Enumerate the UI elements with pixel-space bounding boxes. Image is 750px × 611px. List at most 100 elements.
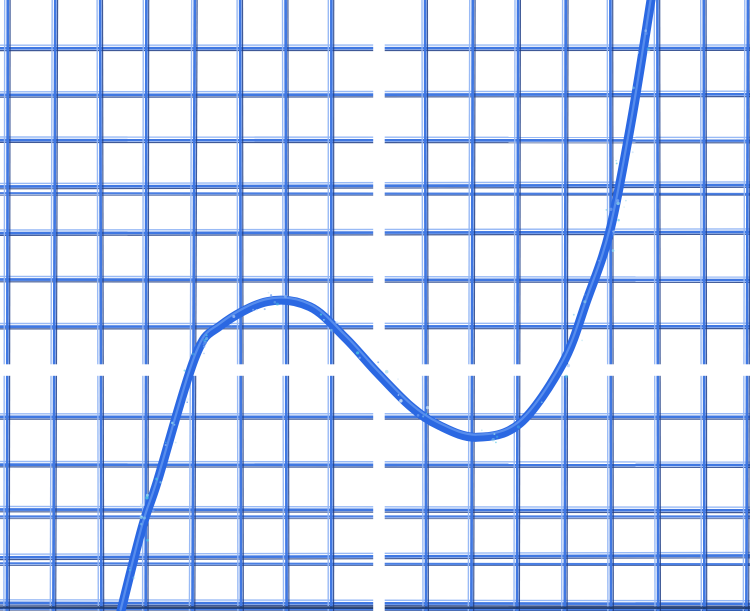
- speckle-dot: [616, 199, 620, 203]
- speckle-dot: [205, 336, 209, 341]
- grid-line-v: [238, 0, 243, 611]
- grid-line-v: [563, 0, 568, 611]
- speckle-dot: [159, 481, 162, 484]
- speckle-dot: [384, 369, 389, 374]
- grid-line-v: [5, 0, 10, 611]
- speckle-dot: [273, 300, 277, 304]
- speckle-dot: [203, 340, 207, 345]
- speckle-dot: [323, 319, 325, 321]
- grid-line-v-shadow: [287, 0, 290, 611]
- speckle-dot: [644, 29, 647, 32]
- grid-line-v-highlight: [236, 0, 239, 611]
- speckle-dot: [185, 397, 189, 402]
- speckle-dot: [616, 201, 620, 206]
- grid-line-v-shadow: [473, 0, 476, 611]
- speckle-dot: [145, 496, 149, 500]
- grid-line-v-highlight: [49, 0, 53, 611]
- speckle-dot: [397, 394, 400, 396]
- speckle-dot: [566, 363, 571, 368]
- speckle-dot: [605, 209, 608, 211]
- speckle-dot: [644, 32, 648, 35]
- speckle-dot: [140, 503, 144, 507]
- speckle-dot: [205, 334, 208, 337]
- speckle-dot: [164, 441, 167, 444]
- speckle-dot: [480, 429, 483, 432]
- y-axis-white-band: [373, 0, 385, 611]
- speckle-dot: [516, 425, 520, 429]
- grid-line-v-shadow: [566, 0, 569, 611]
- grid-line-v-shadow: [705, 0, 708, 611]
- speckle-dot: [174, 441, 177, 444]
- grid-line-v-highlight: [606, 0, 609, 611]
- speckle-dot: [617, 218, 620, 222]
- grid-line-v: [52, 0, 57, 611]
- speckle-dot: [146, 538, 149, 542]
- grid-line-v-shadow: [194, 0, 198, 611]
- grid-line-v: [423, 0, 428, 611]
- speckle-dot: [283, 294, 288, 299]
- speckle-dot: [583, 300, 587, 304]
- grid-line-v: [284, 0, 288, 611]
- cubic-curve-highlight: [119, 0, 652, 611]
- speckle-dot: [612, 230, 615, 233]
- grid-line-v-shadow: [518, 0, 522, 611]
- grid-line-v-highlight: [421, 0, 424, 611]
- speckle-dot: [377, 361, 380, 364]
- speckle-dot: [612, 232, 616, 236]
- speckle-dot: [252, 308, 255, 311]
- grid-line-v: [702, 0, 706, 611]
- speckle-dot: [632, 86, 635, 90]
- speckle-dot: [625, 199, 627, 202]
- speckle-dot: [584, 294, 586, 296]
- grid-line-v-highlight: [561, 0, 564, 611]
- grid-line-v-highlight: [513, 0, 516, 611]
- speckle-dot: [275, 302, 279, 306]
- grid-line-v-highlight: [281, 0, 285, 611]
- speckle-dot: [598, 260, 600, 262]
- speckle-dot: [155, 477, 159, 481]
- speckle-dot: [540, 401, 543, 404]
- curve-speckles: [128, 29, 651, 580]
- speckle-dot: [623, 206, 625, 208]
- speckle-dot: [581, 339, 583, 342]
- grid-line-v: [98, 0, 103, 611]
- grid-line-v-highlight: [96, 0, 100, 611]
- speckle-dot: [140, 515, 143, 517]
- grid-line-v-highlight: [3, 0, 6, 611]
- speckle-dot: [255, 309, 258, 311]
- speckle-dot: [615, 159, 617, 162]
- speckle-dot: [647, 49, 651, 54]
- grid-line-v-highlight: [467, 0, 471, 611]
- speckle-dot: [203, 352, 205, 355]
- speckle-dot: [491, 437, 495, 442]
- speckle-dot: [230, 324, 233, 327]
- speckle-dot: [203, 345, 206, 348]
- grid-line-v: [656, 0, 660, 611]
- speckle-dot: [164, 444, 167, 446]
- speckle-dot: [397, 378, 399, 380]
- speckle-dot: [572, 313, 575, 316]
- grid-line-v-shadow: [612, 0, 614, 611]
- speckle-dot: [202, 343, 205, 346]
- speckle-dot: [232, 315, 236, 318]
- grid-line-v-highlight: [700, 0, 702, 611]
- speckle-dot: [269, 294, 273, 297]
- speckle-dot: [631, 151, 634, 154]
- speckle-dot: [615, 162, 618, 165]
- speckle-dot: [128, 569, 131, 572]
- speckle-dot: [422, 415, 425, 418]
- speckle-dot: [493, 433, 496, 436]
- speckle-dot: [335, 321, 339, 324]
- speckle-dot: [356, 351, 360, 355]
- speckle-dot: [171, 421, 174, 425]
- speckle-dot: [646, 47, 650, 51]
- speckle-dot: [358, 356, 361, 359]
- speckle-dot: [132, 576, 136, 580]
- speckle-dot: [494, 441, 497, 444]
- speckle-dot: [152, 516, 155, 519]
- speckle-dot: [425, 413, 428, 415]
- grid-line-v: [191, 0, 197, 611]
- grid-line-v-shadow: [8, 0, 11, 611]
